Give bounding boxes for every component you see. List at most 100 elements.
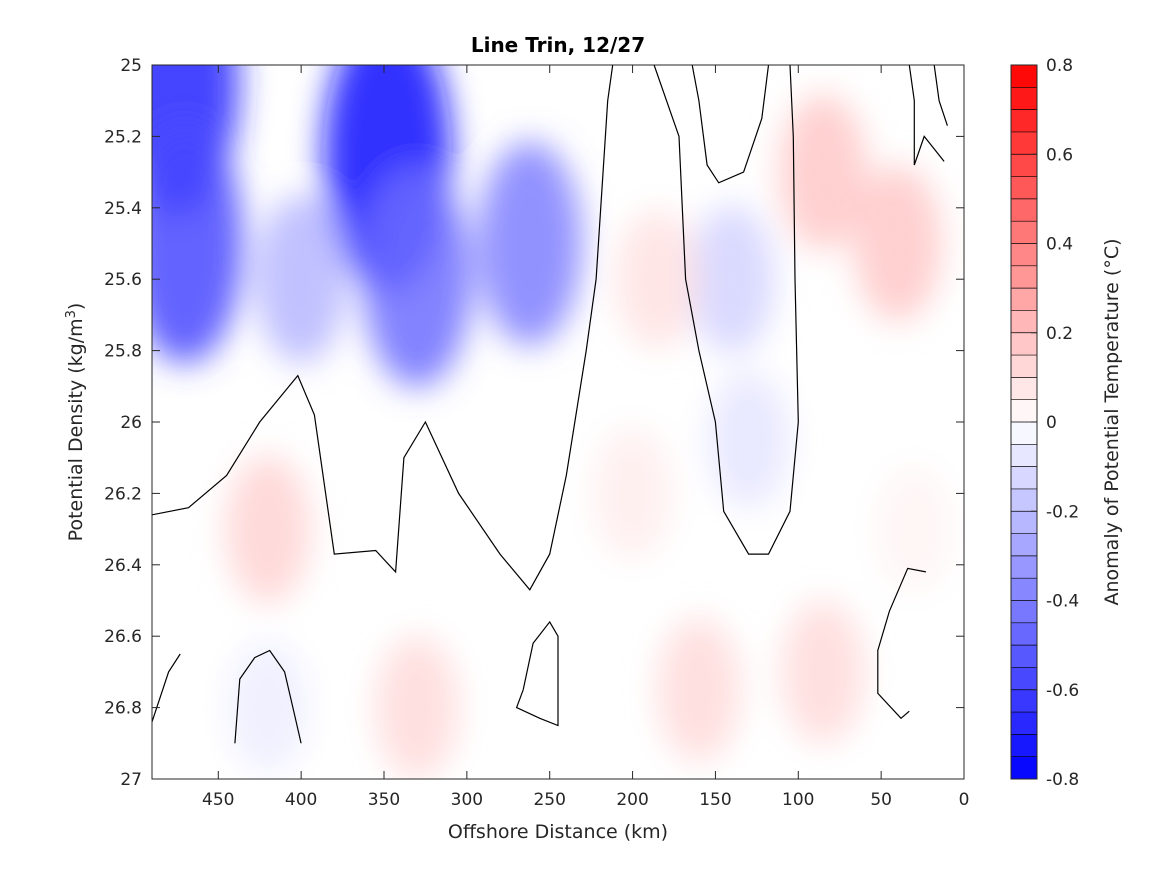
colorbar-band: [1011, 734, 1037, 758]
anomaly-patch: [255, 195, 348, 364]
colorbar-band: [1011, 355, 1037, 378]
y-axis-label-superscript: 3: [64, 310, 79, 318]
zero-contour: [933, 65, 948, 126]
anomaly-patch: [853, 165, 942, 322]
x-tick-label: 50: [870, 790, 892, 810]
colorbar-band: [1011, 444, 1037, 468]
y-tick-label: 26.8: [104, 699, 142, 719]
y-axis-label-main: Potential Density (kg/m: [65, 318, 87, 541]
anomaly-patch: [592, 427, 673, 560]
colorbar-band: [1011, 756, 1037, 780]
zero-contour: [908, 65, 945, 166]
zero-contour: [234, 649, 302, 744]
colorbar-tick-label: -0.2: [1046, 502, 1079, 522]
anomaly-patch: [375, 635, 460, 779]
colorbar-band: [1011, 488, 1037, 512]
anomaly-patch: [656, 617, 741, 762]
colorbar-band: [1011, 555, 1037, 579]
colorbar-tick-label: -0.6: [1046, 681, 1079, 701]
x-tick-label: 450: [202, 790, 234, 810]
x-tick-label: 0: [959, 790, 970, 810]
colorbar-band: [1011, 109, 1037, 133]
colorbar-tick-label: 0.2: [1046, 324, 1073, 344]
colorbar-label: Anomaly of Potential Temperature (°C): [1101, 239, 1123, 606]
colorbar-band: [1011, 198, 1037, 222]
chart-title: Line Trin, 12/27: [471, 33, 645, 57]
x-tick-label: 400: [285, 790, 317, 810]
anomaly-patch: [689, 204, 775, 354]
y-tick-label: 25.2: [104, 127, 142, 147]
y-tick-label: 27: [120, 770, 142, 790]
x-tick-label: 300: [451, 790, 483, 810]
anomaly-patch: [228, 641, 308, 774]
anomaly-patch: [152, 123, 244, 364]
anomaly-patch: [779, 94, 868, 251]
colorbar-band: [1011, 131, 1037, 155]
y-tick-label: 25.6: [104, 270, 142, 290]
plot-area: [152, 65, 964, 779]
y-axis: 25 25.2 25.4 25.6 25.8 26 26.2 26.4 26.6 26.8 27: [104, 56, 964, 790]
y-axis-label: Potential Density (kg/m3): [64, 303, 88, 542]
colorbar-band: [1011, 578, 1037, 601]
colorbar-band: [1011, 332, 1037, 356]
zero-contour: [152, 65, 614, 591]
zero-contour: [653, 65, 799, 555]
colorbar-band: [1011, 65, 1037, 88]
x-tick-label: 250: [533, 790, 565, 810]
y-tick-label: 26.4: [104, 556, 142, 576]
colorbar-band: [1011, 667, 1037, 691]
colorbar-band: [1011, 466, 1037, 490]
colorbar-tick-label: 0: [1046, 413, 1057, 433]
colorbar-band: [1011, 154, 1037, 178]
colorbar-band: [1011, 622, 1037, 646]
colorbar-band: [1011, 310, 1037, 334]
colorbar-band: [1011, 377, 1037, 401]
x-tick-label: 150: [699, 790, 731, 810]
y-tick-label: 26.2: [104, 484, 142, 504]
colorbar-band: [1011, 511, 1037, 535]
y-tick-label: 25: [120, 56, 142, 76]
zero-contour: [515, 620, 559, 727]
x-axis: 450 400 350 300 250 200 150 100 50 0: [202, 65, 969, 810]
zero-contour: [152, 653, 181, 723]
x-axis-label: Offshore Distance (km): [448, 821, 668, 843]
anomaly-field: [152, 65, 954, 779]
colorbar-band: [1011, 600, 1037, 624]
anomaly-patch: [616, 209, 699, 349]
x-tick-label: 350: [368, 790, 400, 810]
colorbar-band: [1011, 87, 1037, 111]
colorbar-band: [1011, 422, 1037, 445]
y-tick-label: 26: [120, 413, 142, 433]
colorbar-band: [1011, 645, 1037, 668]
zero-contour: [691, 65, 770, 184]
colorbar-tick-label: -0.8: [1046, 770, 1079, 790]
zero-contour-lines: [152, 65, 948, 744]
anomaly-patch: [225, 454, 311, 604]
x-tick-label: 200: [616, 790, 648, 810]
colorbar-tick-label: 0.8: [1046, 56, 1073, 76]
colorbar-band: [1011, 399, 1037, 423]
anomaly-patch: [875, 465, 954, 593]
colorbar-band: [1011, 265, 1037, 289]
colorbar-band: [1011, 221, 1037, 244]
colorbar: 0.8 0.6 0.4 0.2 0 -0.2 -0.4 -0.6 -0.8: [1010, 56, 1079, 790]
colorbar-tick-label: 0.4: [1046, 235, 1073, 255]
zero-contour: [877, 567, 927, 720]
anomaly-patch: [781, 599, 866, 744]
colorbar-band: [1011, 712, 1037, 735]
y-tick-label: 25.8: [104, 342, 142, 362]
colorbar-band: [1011, 288, 1037, 311]
anomaly-patch: [363, 171, 472, 388]
colorbar-band: [1011, 533, 1037, 557]
y-axis-label-end: ): [65, 303, 87, 310]
colorbar-band: [1011, 243, 1037, 267]
colorbar-band: [1011, 689, 1037, 713]
x-tick-label: 100: [782, 790, 814, 810]
y-tick-label: 25.4: [104, 199, 142, 219]
y-tick-label: 26.6: [104, 627, 142, 647]
colorbar-tick-label: 0.6: [1046, 145, 1073, 165]
colorbar-band: [1011, 176, 1037, 200]
colorbar-tick-label: -0.4: [1046, 592, 1079, 612]
anomaly-patch: [707, 371, 790, 509]
